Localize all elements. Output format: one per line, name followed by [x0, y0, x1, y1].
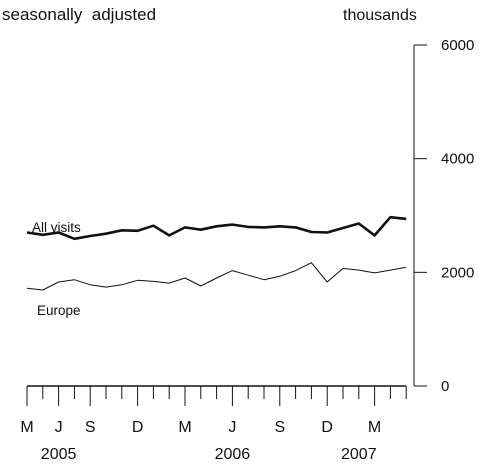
x-month-label: J: [228, 419, 236, 436]
x-year-label: 2007: [341, 446, 377, 463]
series-line-all-visits: [26, 215, 407, 241]
x-month-label: M: [20, 419, 33, 436]
series-label-all-visits: All visits: [32, 220, 81, 235]
x-year-label: 2006: [215, 446, 251, 463]
x-axis-ticks: M J S D M J S D M 2005 2006 2007: [20, 386, 407, 463]
y-tick-label: 4000: [441, 151, 474, 168]
y-tick-label: 2000: [441, 264, 474, 281]
y-tick-label: 6000: [441, 37, 474, 54]
x-month-label: M: [178, 419, 191, 436]
chart-subtitle: seasonally adjusted: [2, 5, 156, 24]
series-lines: [26, 215, 407, 291]
series-line-europe: [26, 262, 407, 291]
x-month-label: S: [274, 419, 285, 436]
x-month-label: D: [321, 419, 333, 436]
y-axis-unit-label: thousands: [343, 7, 417, 24]
x-month-label: S: [85, 419, 96, 436]
x-month-label: D: [132, 419, 144, 436]
y-tick-label: 0: [441, 378, 449, 395]
x-month-label: M: [368, 419, 381, 436]
series-label-europe: Europe: [37, 303, 81, 318]
x-month-label: J: [55, 419, 63, 436]
x-year-label: 2005: [41, 446, 77, 463]
y-axis-ticks: 0 2000 4000 6000: [414, 37, 474, 395]
